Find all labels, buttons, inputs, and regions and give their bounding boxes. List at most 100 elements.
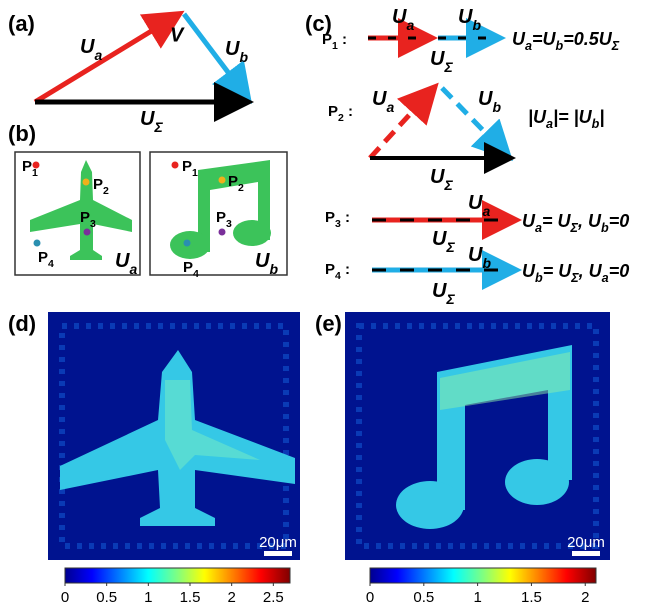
colorbar	[370, 568, 596, 583]
point-label-sub: 3	[90, 218, 96, 230]
row-label: P4 :	[325, 261, 350, 282]
vector-label-part: U	[430, 166, 445, 188]
equation-part: |U	[528, 107, 547, 127]
row-label-part: :	[344, 103, 353, 120]
vector-label: Ua	[372, 88, 394, 114]
point-label-part: P	[38, 249, 48, 266]
shape-label-part: U	[255, 250, 270, 272]
vector-label: Ua	[468, 192, 490, 218]
row-label-part: P	[322, 31, 332, 48]
vector-label-sub: b	[472, 17, 481, 33]
colorbar-tick-label: 2.5	[263, 589, 284, 606]
point-label-part: P	[182, 158, 192, 175]
row-label-part: :	[341, 261, 350, 278]
equation-sub: a	[525, 39, 532, 53]
vector-label-sub: b	[492, 99, 501, 115]
vector-label: V	[170, 24, 185, 46]
row-label: P2 :	[328, 103, 353, 124]
row-label-part: P	[325, 261, 335, 278]
panel-d-image	[48, 312, 300, 560]
equation-sub: a	[602, 271, 609, 285]
row-label-part: P	[325, 209, 335, 226]
shape-label-sub: b	[269, 261, 278, 277]
vector-label-part: U	[468, 192, 483, 214]
vector-label: Ub	[468, 244, 491, 270]
vector-label-sub: Σ	[443, 59, 453, 75]
scale-bar-label: 20μm	[259, 534, 297, 551]
vector-label-part: U	[458, 6, 473, 28]
colorbar-tick-label: 0.5	[96, 589, 117, 606]
vector-label-part: U	[468, 244, 483, 266]
equation-part: , U	[578, 261, 603, 281]
panel-e-image	[345, 312, 610, 560]
equation-part: U	[512, 29, 526, 49]
vector-label: UΣ	[430, 48, 453, 74]
colorbar-tick-label: 0	[61, 589, 69, 606]
point-label-sub: 2	[238, 182, 244, 194]
vector-label-sub: Σ	[445, 239, 455, 255]
point-label-sub: 1	[192, 167, 198, 179]
panel-label: (a)	[8, 11, 35, 36]
point-label-part: P	[228, 173, 238, 190]
point-label-sub: 3	[226, 218, 232, 230]
colorbar-tick-label: 2	[581, 589, 589, 606]
equation-part: U	[522, 211, 536, 231]
equation-part: = U	[542, 211, 572, 231]
panel-b-shapes	[15, 152, 287, 275]
colorbar-tick-label: 0	[366, 589, 374, 606]
vector-label-sub: b	[239, 49, 248, 65]
colorbar	[65, 568, 290, 583]
panel-a-arrows	[35, 14, 246, 102]
vector-label-part: U	[392, 6, 407, 28]
vector-label-part: U	[225, 38, 240, 60]
point-label-part: P	[216, 209, 226, 226]
vector-label-sub: a	[386, 99, 394, 115]
equation-sub: Σ	[611, 39, 620, 53]
vector-label-sub: Σ	[445, 291, 455, 307]
equation-part: =U	[532, 29, 557, 49]
vector-label-sub: a	[406, 17, 414, 33]
equation-sub: a	[535, 221, 542, 235]
vector-label-part: U	[478, 88, 493, 110]
equation: Ua=Ub=0.5UΣ	[512, 29, 620, 54]
point-label-part: P	[80, 209, 90, 226]
equation-part: =0.5U	[563, 29, 613, 49]
vector-label-sub: b	[482, 255, 491, 271]
vector-label-part: U	[140, 108, 155, 130]
equation-part: =0	[609, 261, 630, 281]
colorbar-tick-label: 0.5	[413, 589, 434, 606]
point-label-part: P	[22, 158, 32, 175]
shape-label-part: U	[115, 250, 130, 272]
equation: |Ua|= |Ub|	[528, 107, 604, 132]
row-label-part: :	[338, 31, 347, 48]
equation-part: |	[599, 107, 604, 127]
colorbar-tick-label: 1.5	[180, 589, 201, 606]
vector-label: Ua	[392, 6, 414, 32]
point-label-sub: 2	[103, 185, 109, 197]
equation-part: U	[522, 261, 536, 281]
vector-label: UΣ	[432, 280, 455, 306]
row-label-part: P	[328, 103, 338, 120]
point-label-part: P	[93, 176, 103, 193]
point-label-sub: 1	[32, 167, 38, 179]
shape-label-sub: a	[129, 261, 137, 277]
vector-label-part: U	[432, 280, 447, 302]
equation-part: =0	[609, 211, 630, 231]
colorbar-tick-label: 1	[473, 589, 481, 606]
vector-label-part: U	[80, 36, 95, 58]
vector-label-part: U	[372, 88, 387, 110]
colorbar-tick-label: 1	[144, 589, 152, 606]
point-label-part: P	[183, 259, 193, 276]
equation: Ub= UΣ, Ua=0	[522, 261, 629, 286]
vector-label-sub: a	[482, 203, 490, 219]
equation-sub: a	[546, 117, 553, 131]
equation-part: |= |U	[553, 107, 593, 127]
vector-label-part: U	[430, 48, 445, 70]
equation: Ua= UΣ, Ub=0	[522, 211, 629, 236]
panel-label: (e)	[315, 311, 342, 336]
vector-label: UΣ	[430, 166, 453, 192]
vector-label: Ub	[225, 38, 248, 64]
vector-label: Ua	[80, 36, 102, 62]
vector-label-sub: Σ	[153, 119, 163, 135]
scale-bar-label: 20μm	[567, 534, 605, 551]
